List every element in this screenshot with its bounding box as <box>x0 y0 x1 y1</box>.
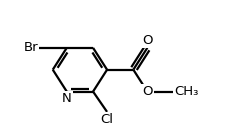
Text: Br: Br <box>23 41 38 54</box>
Text: N: N <box>62 92 71 105</box>
Text: Cl: Cl <box>100 113 113 126</box>
Text: O: O <box>142 85 152 98</box>
Text: O: O <box>142 34 152 47</box>
Text: CH₃: CH₃ <box>174 85 198 98</box>
